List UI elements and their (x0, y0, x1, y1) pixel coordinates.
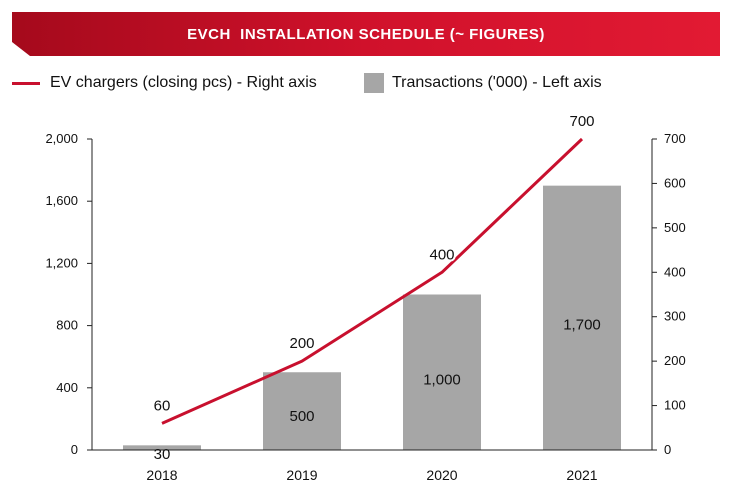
bar-data-label: 1,700 (563, 317, 601, 334)
bar-2019 (263, 372, 341, 450)
legend-item-ev-chargers: EV chargers (closing pcs) - Right axis (12, 70, 317, 96)
bar-data-label: 1,000 (423, 371, 461, 388)
line-ev-chargers (161, 137, 584, 425)
right-tick-label: 0 (664, 442, 671, 457)
left-tick-label: 0 (71, 442, 78, 457)
left-tick-label: 800 (56, 318, 78, 333)
bar-2021 (543, 185, 621, 450)
left-tick-label: 400 (56, 380, 78, 395)
bar-data-label: 30 (154, 446, 171, 463)
x-tick-label: 2021 (566, 467, 597, 483)
right-tick-label: 300 (664, 309, 686, 324)
x-tick-label: 2020 (426, 467, 457, 483)
left-tick-label: 2,000 (45, 131, 78, 146)
left-tick-label: 1,200 (45, 255, 78, 270)
legend-label-transactions: Transactions ('000) - Left axis (392, 74, 602, 91)
legend-line-swatch (12, 81, 40, 85)
legend-label-ev-chargers: EV chargers (closing pcs) - Right axis (50, 74, 317, 91)
bar-data-label: 500 (289, 408, 314, 425)
legend-bar-swatch (364, 73, 384, 93)
right-tick-label: 700 (664, 131, 686, 146)
line-data-label: 700 (569, 113, 594, 130)
x-tick-label: 2019 (286, 467, 317, 483)
title-banner (12, 12, 720, 56)
left-tick-label: 1,600 (45, 193, 78, 208)
right-tick-label: 100 (664, 398, 686, 413)
right-tick-label: 400 (664, 264, 686, 279)
line-data-label: 400 (429, 246, 454, 263)
legend-item-transactions: Transactions ('000) - Left axis (364, 70, 602, 96)
x-tick-label: 2018 (146, 467, 177, 483)
right-tick-label: 500 (664, 220, 686, 235)
line-data-label: 60 (154, 397, 171, 414)
bar-2018 (123, 445, 201, 450)
right-tick-label: 200 (664, 353, 686, 368)
bar-2020 (403, 294, 481, 450)
line-data-label: 200 (289, 335, 314, 352)
right-tick-label: 600 (664, 175, 686, 190)
chart-title: EVCH INSTALLATION SCHEDULE (~ FIGURES) (187, 25, 545, 43)
